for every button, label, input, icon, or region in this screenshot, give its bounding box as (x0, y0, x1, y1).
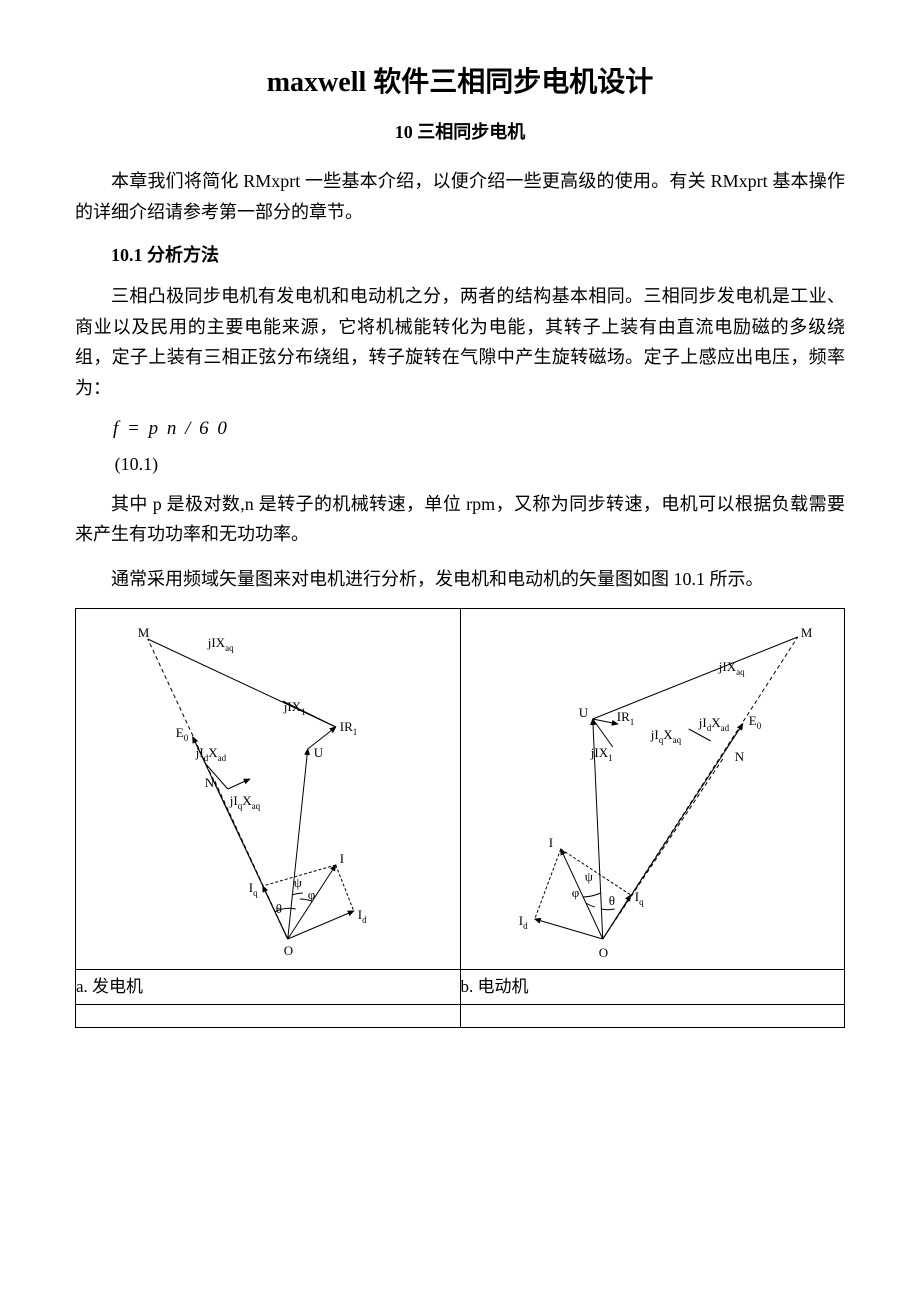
svg-text:E0: E0 (176, 725, 189, 743)
svg-text:jIdXad: jIdXad (195, 745, 227, 763)
label-I: I (340, 851, 344, 866)
svg-text:jIqXaq: jIqXaq (649, 727, 681, 745)
empty-cell-b (460, 1005, 845, 1028)
paragraph-2: 其中 p 是极对数,n 是转子的机械转速，单位 rpm，又称为同步转速，电机可以… (75, 489, 845, 550)
svg-text:jIqXaq: jIqXaq (229, 793, 261, 811)
svg-text:IR1: IR1 (616, 709, 634, 727)
section-heading: 10.1 分析方法 (75, 241, 845, 267)
label-U: U (314, 745, 324, 760)
label-N: N (205, 775, 215, 790)
figure-table: M U O E0 N I Id Iq jIXaq jIX1 IR1 jIdXad… (75, 608, 845, 1028)
svg-text:jIX1: jIX1 (589, 745, 612, 763)
caption-a: a. 发电机 (76, 970, 461, 1005)
svg-text:ψ: ψ (294, 875, 302, 890)
svg-text:Iq: Iq (249, 880, 258, 898)
generator-diagram: M U O E0 N I Id Iq jIXaq jIX1 IR1 jIdXad… (76, 609, 460, 969)
svg-text:IR1: IR1 (340, 719, 358, 737)
chapter-subtitle: 10 三相同步电机 (75, 118, 845, 144)
document-page: maxwell 软件三相同步电机设计 10 三相同步电机 本章我们将简化 RMx… (0, 0, 920, 1068)
svg-text:θ: θ (276, 901, 282, 916)
main-title: maxwell 软件三相同步电机设计 (75, 60, 845, 100)
paragraph-1: 三相凸极同步电机有发电机和电动机之分，两者的结构基本相同。三相同步发电机是工业、… (75, 281, 845, 403)
svg-text:Id: Id (518, 913, 527, 931)
svg-text:Id: Id (358, 907, 367, 925)
equation: f = p n / 6 0 (75, 418, 845, 440)
motor-diagram: M U O E0 N I Id Iq jIXaq jIX1 IR1 jIdXad… (461, 609, 845, 969)
label-O: O (284, 943, 293, 958)
paragraph-3: 通常采用频域矢量图来对电机进行分析，发电机和电动机的矢量图如图 10.1 所示。 (75, 564, 845, 595)
empty-cell-a (76, 1005, 461, 1028)
label-I-b: I (548, 835, 552, 850)
equation-number: (10.1) (75, 454, 845, 475)
svg-text:φ: φ (308, 887, 316, 902)
figure-a-cell: M U O E0 N I Id Iq jIXaq jIX1 IR1 jIdXad… (76, 609, 461, 970)
svg-text:Iq: Iq (634, 889, 643, 907)
svg-text:θ: θ (608, 893, 614, 908)
caption-b: b. 电动机 (460, 970, 845, 1005)
figure-b-cell: M U O E0 N I Id Iq jIXaq jIX1 IR1 jIdXad… (460, 609, 845, 970)
label-U-b: U (578, 705, 588, 720)
label-M: M (138, 625, 150, 640)
svg-text:jIXaq: jIXaq (717, 659, 744, 677)
svg-text:jIXaq: jIXaq (207, 635, 234, 653)
svg-text:jIX1: jIX1 (283, 699, 306, 717)
label-O-b: O (598, 945, 607, 960)
label-N-b: N (734, 749, 744, 764)
svg-text:φ: φ (571, 885, 579, 900)
svg-text:jIdXad: jIdXad (697, 715, 729, 733)
intro-paragraph: 本章我们将简化 RMxprt 一些基本介绍，以便介绍一些更高级的使用。有关 RM… (75, 166, 845, 227)
svg-text:ψ: ψ (584, 869, 592, 884)
label-M-b: M (800, 625, 812, 640)
svg-text:E0: E0 (748, 713, 761, 731)
